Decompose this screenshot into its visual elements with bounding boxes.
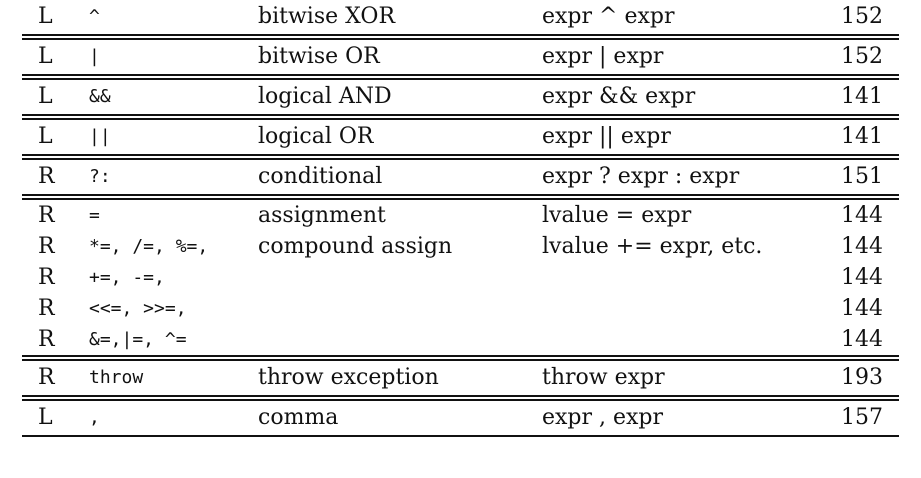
associativity-cell: R <box>38 203 55 228</box>
function-cell: throw exception <box>258 361 439 395</box>
operator-cell: = <box>89 205 100 226</box>
operator-group: L | bitwise OR expr | expr 152 <box>22 40 899 80</box>
associativity-cell: R <box>38 365 55 390</box>
function-cell: assignment <box>258 200 386 231</box>
function-text: bitwise <box>258 44 346 69</box>
use-cell: expr ? expr : expr <box>542 164 740 189</box>
function-text: conditional <box>258 164 383 189</box>
associativity-cell: L <box>38 124 53 149</box>
function-text: comma <box>258 405 339 430</box>
table-row: L | bitwise OR expr | expr 152 <box>22 40 899 74</box>
use-cell: expr , expr <box>542 405 664 430</box>
page-number-cell: 144 <box>841 265 883 290</box>
associativity-cell: R <box>38 234 55 259</box>
function-cell: compound assign <box>258 231 452 262</box>
page-number-cell: 144 <box>841 203 883 228</box>
function-cell: logical OR <box>258 120 373 154</box>
operator-cell: *=, /=, %=, <box>89 236 209 257</box>
function-smallcaps-text: XOR <box>345 4 396 29</box>
page-number-cell: 144 <box>841 296 883 321</box>
function-smallcaps-text: OR <box>338 124 374 149</box>
function-cell: bitwise OR <box>258 40 380 74</box>
associativity-cell: R <box>38 265 55 290</box>
function-cell: comma <box>258 401 338 435</box>
function-text: assignment <box>258 203 386 228</box>
operator-cell: +=, -=, <box>89 267 165 288</box>
table-row: R &=,|=, ^= 144 <box>22 324 899 355</box>
table-row: R <<=, >>=, 144 <box>22 293 899 324</box>
table-row: L, comma expr , expr 157 <box>22 401 899 435</box>
operator-cell: || <box>89 126 111 147</box>
operator-group: L || logical OR expr || expr 141 <box>22 120 899 160</box>
operator-cell: ^ <box>89 6 100 27</box>
page-number-cell: 193 <box>841 365 883 390</box>
operator-group: L ^ bitwise XOR expr ^ expr 152 <box>22 0 899 40</box>
use-cell: lvalue += expr, etc. <box>542 234 763 259</box>
table-row: R *=, /=, %=, compound assign lvalue += exp… <box>22 231 899 262</box>
function-text: compound assign <box>258 234 453 259</box>
use-cell: expr | expr <box>542 44 664 69</box>
function-text: logical <box>258 84 339 109</box>
function-text: throw exception <box>258 365 439 390</box>
operator-cell: , <box>89 407 100 428</box>
associativity-cell: R <box>38 327 55 352</box>
associativity-cell: R <box>38 296 55 321</box>
operator-cell: <<=, >>=, <box>89 298 187 319</box>
use-cell: expr && expr <box>542 84 696 109</box>
associativity-cell: L <box>38 84 53 109</box>
associativity-cell: L <box>38 44 53 69</box>
operator-group: L && logical AND expr && expr 141 <box>22 80 899 120</box>
function-cell: conditional <box>258 160 382 194</box>
function-smallcaps-text: AND <box>338 84 392 109</box>
use-cell: expr ^ expr <box>542 4 675 29</box>
operator-cell: &=,|=, ^= <box>89 329 187 350</box>
operator-cell: ?: <box>89 166 111 187</box>
operator-cell: && <box>89 86 111 107</box>
page-number-cell: 141 <box>841 124 883 149</box>
table-row: L && logical AND expr && expr 141 <box>22 80 899 114</box>
function-cell: bitwise XOR <box>258 0 395 34</box>
operator-precedence-table: L ^ bitwise XOR expr ^ expr 152 L | bitwise OR e… <box>22 0 899 441</box>
table-row: L ^ bitwise XOR expr ^ expr 152 <box>22 0 899 34</box>
use-cell: expr || expr <box>542 124 671 149</box>
table-row: R = assignment lvalue = expr 144 <box>22 200 899 231</box>
operator-cell: throw <box>89 367 144 388</box>
associativity-cell: L <box>38 405 53 430</box>
table-row: R +=, -=, 144 <box>22 262 899 293</box>
use-cell: lvalue = expr <box>542 203 692 228</box>
page-number-cell: 151 <box>841 164 883 189</box>
function-text: logical <box>258 124 339 149</box>
page-number-cell: 152 <box>841 4 883 29</box>
function-text: bitwise <box>258 4 346 29</box>
associativity-cell: L <box>38 4 53 29</box>
page-number-cell: 144 <box>841 234 883 259</box>
function-smallcaps-text: OR <box>345 44 380 69</box>
page-number-cell: 157 <box>841 405 883 430</box>
table-row: L || logical OR expr || expr 141 <box>22 120 899 154</box>
operator-group: L, comma expr , expr 157 <box>22 401 899 437</box>
use-cell: throw expr <box>542 365 665 390</box>
table-row: R?: conditional expr ? expr : expr 151 <box>22 160 899 194</box>
page-number-cell: 144 <box>841 327 883 352</box>
operator-group: R = assignment lvalue = expr 144 R *=, /=, %=,… <box>22 200 899 361</box>
associativity-cell: R <box>38 164 55 189</box>
function-cell: logical AND <box>258 80 392 114</box>
operator-group: R?: conditional expr ? expr : expr 151 <box>22 160 899 200</box>
page-number-cell: 141 <box>841 84 883 109</box>
page-number-cell: 152 <box>841 44 883 69</box>
operator-cell: | <box>89 46 100 67</box>
